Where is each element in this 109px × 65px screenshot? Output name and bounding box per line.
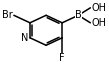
Text: N: N (21, 33, 28, 43)
Text: OH: OH (91, 3, 106, 13)
Text: F: F (59, 53, 65, 63)
Text: B: B (75, 10, 82, 20)
Text: OH: OH (91, 18, 106, 28)
Text: Br: Br (2, 10, 13, 20)
